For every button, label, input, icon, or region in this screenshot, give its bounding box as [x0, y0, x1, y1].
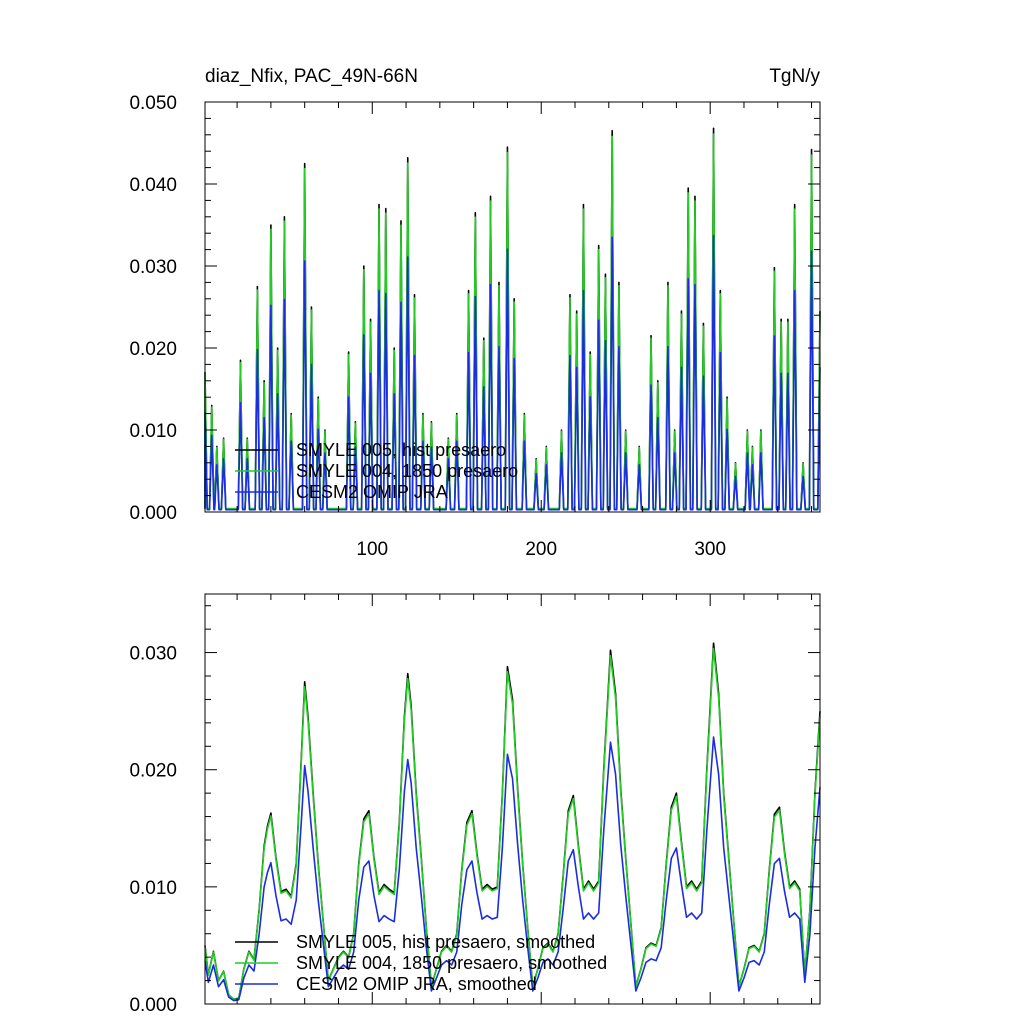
- top-panel-units: TgN/y: [769, 66, 820, 87]
- series-line-2: [204, 647, 821, 1001]
- y-tick-label: 0.020: [129, 339, 177, 360]
- y-tick-label: 0.000: [129, 503, 177, 524]
- y-tick-label: 0.030: [129, 257, 177, 278]
- series-line-3: [204, 234, 821, 511]
- legend-label-1: SMYLE 005, hist presaero, smoothed: [296, 932, 595, 952]
- legend-label-3: CESM2 OMIP JRA: [296, 482, 448, 502]
- top-panel-series: [204, 127, 821, 511]
- y-tick-label: 0.020: [129, 761, 177, 782]
- bottom-panel-frame: [204, 593, 821, 1005]
- x-tick-label: 100: [356, 539, 388, 560]
- bottom-panel-y-tick-labels: 0.000 0.010 0.020 0.030: [129, 644, 177, 1016]
- y-tick-label: 0.040: [129, 175, 177, 196]
- top-panel: diaz_Nfix, PAC_49N-66N TgN/y 0.0000.0100…: [129, 66, 821, 560]
- bottom-panel-ticks: [205, 594, 820, 1005]
- y-tick-label: 0.030: [129, 644, 177, 665]
- y-tick-label: 0.010: [129, 878, 177, 899]
- bottom-panel-legend: SMYLE 005, hist presaero, smoothedSMYLE …: [235, 932, 607, 994]
- legend-label-2: SMYLE 004, 1850 presaero, smoothed: [296, 953, 607, 973]
- top-panel-title: diaz_Nfix, PAC_49N-66N: [205, 66, 418, 87]
- x-tick-label: 200: [525, 539, 557, 560]
- legend-label-3: CESM2 OMIP JRA, smoothed: [296, 974, 537, 994]
- series-line-3: [204, 736, 821, 1002]
- top-panel-frame: [204, 101, 821, 513]
- legend-label-1: SMYLE 005, hist presaero: [296, 440, 506, 460]
- legend-label-2: SMYLE 004, 1850 presaero: [296, 461, 518, 481]
- bottom-panel-series: [204, 642, 821, 1002]
- top-panel-x-tick-labels: 100 200 300: [356, 539, 726, 560]
- y-tick-label: 0.000: [129, 995, 177, 1016]
- y-tick-label: 0.050: [129, 93, 177, 114]
- y-tick-label: 0.010: [129, 421, 177, 442]
- bottom-panel: 0.000 0.010 0.020 0.030 SMYLE 005, hist pre…: [129, 593, 821, 1016]
- top-panel-y-tick-labels: 0.000 0.010 0.020 0.030 0.040 0.050: [129, 93, 177, 524]
- x-tick-label: 300: [694, 539, 726, 560]
- top-panel-ticks: [205, 101, 820, 513]
